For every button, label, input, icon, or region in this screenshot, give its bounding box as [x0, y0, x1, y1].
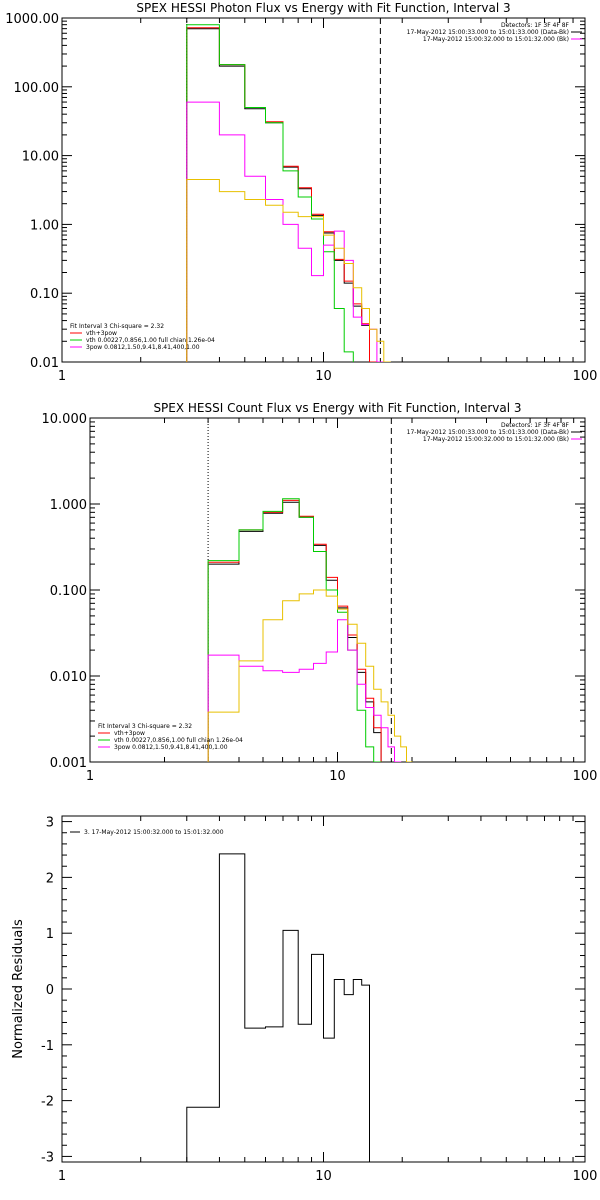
chart-title: SPEX HESSI Count Flux vs Energy with Fit… [153, 401, 521, 415]
y-tick-label: -3 [41, 1150, 54, 1165]
series-line-1 [186, 853, 370, 1162]
legend-top-text: 17-May-2012 15:00:32.000 to 15:01:32.000… [423, 436, 569, 443]
y-tick-label: 1.00 [30, 218, 59, 233]
y-tick-label: 0.100 [50, 584, 87, 599]
panel-1: SPEX HESSI Photon Flux vs Energy with Fi… [5, 1, 598, 384]
legend-bottom-title: Fit Interval 3 Chi-square = 2.32 [98, 723, 192, 730]
data-series [207, 498, 413, 762]
y-tick-label: 0.001 [50, 756, 87, 771]
y-tick-label: 0.10 [30, 287, 59, 302]
y-tick-label: 100.00 [14, 81, 60, 96]
series-line-4 [186, 101, 385, 362]
legend-bottom-text: vth 0.00227,0.856,1.00 full chian 1.26e-… [86, 337, 215, 344]
x-tick-label: 1 [86, 769, 94, 784]
y-tick-label: 0.010 [50, 670, 87, 685]
series-line-3 [186, 24, 354, 362]
series-line-5 [186, 179, 391, 362]
x-tick-label: 100 [573, 369, 598, 384]
data-series [186, 853, 370, 1162]
legend-bottom-text: 3pow 0.0812,1.50,9.41,8.41,400,1.00 [86, 344, 200, 351]
x-tick-label: 1 [58, 1169, 66, 1184]
legend-top-text: 17-May-2012 15:00:33.000 to 15:01:33.000… [407, 29, 569, 36]
series-line-2 [207, 499, 382, 762]
legend-top-text: Detectors: 1F 3F 4F 8F [501, 422, 570, 429]
legend-top-text: Detectors: 1F 3F 4F 8F [501, 22, 570, 29]
series-line-4 [207, 619, 402, 762]
y-tick-label: 1.000 [50, 498, 87, 513]
legend-top-text: 17-May-2012 15:00:33.000 to 15:01:33.000… [407, 429, 569, 436]
y-tick-label: 1000.00 [5, 12, 59, 27]
y-tick-label: 0.01 [30, 356, 59, 371]
y-tick-label: 2 [46, 871, 54, 886]
panel-3: 1 10 100 -3 -2 -1 0 1 2 3 Normalized Residuals 3. 1… [11, 815, 598, 1184]
x-tick-label: 100 [573, 769, 598, 784]
series-line-2 [186, 27, 378, 362]
x-tick-label: 10 [315, 1169, 332, 1184]
series-line-1 [207, 501, 382, 762]
legend-bottom-text: vth 0.00227,0.856,1.00 full chian 1.26e-… [114, 737, 243, 744]
chart-title: SPEX HESSI Photon Flux vs Energy with Fi… [136, 1, 510, 15]
series-line-1 [186, 28, 378, 362]
y-tick-label: 3 [46, 816, 54, 831]
x-tick-label: 10 [315, 369, 332, 384]
legend-bottom-text: vth+3pow [86, 330, 117, 337]
y-tick-label: 1 [46, 927, 54, 942]
y-tick-label: 10.000 [42, 412, 88, 427]
y-axis-label: Normalized Residuals [11, 919, 26, 1059]
y-tick-label: -2 [41, 1095, 54, 1110]
y-tick-label: -1 [41, 1039, 54, 1054]
legend-bottom-text: vth+3pow [114, 730, 145, 737]
legend-top-text: 17-May-2012 15:00:32.000 to 15:01:32.000… [423, 36, 569, 43]
plot-frame [61, 17, 586, 363]
panel-2: SPEX HESSI Count Flux vs Energy with Fit… [42, 401, 598, 784]
x-tick-label: 1 [58, 369, 66, 384]
data-series [186, 24, 391, 362]
y-tick-label: 10.00 [22, 150, 59, 165]
legend-bottom-title: Fit Interval 3 Chi-square = 2.32 [70, 323, 164, 330]
legend-bottom-text: 3pow 0.0812,1.50,9.41,8.41,400,1.00 [114, 744, 228, 751]
series-line-3 [207, 498, 382, 762]
x-tick-label: 100 [573, 1169, 598, 1184]
y-tick-label: 0 [46, 983, 54, 998]
x-tick-label: 10 [329, 769, 346, 784]
legend-text: 3. 17-May-2012 15:00:32.000 to 15:01:32.… [84, 829, 224, 836]
series-line-5 [207, 589, 413, 762]
